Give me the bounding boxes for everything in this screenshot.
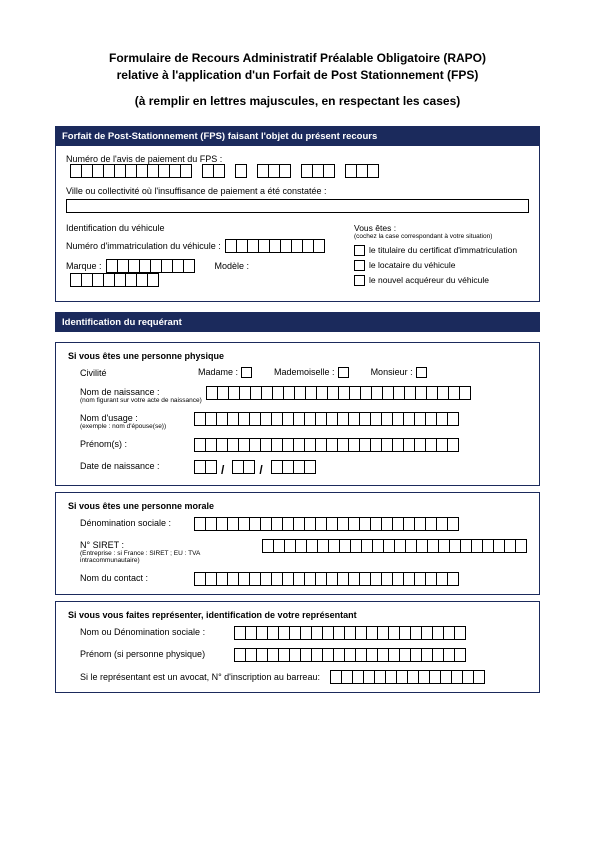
siret-boxes[interactable] — [262, 539, 527, 553]
sub-personne-physique: Si vous êtes une personne physique Civil… — [55, 342, 540, 486]
opt-acquereur[interactable]: le nouvel acquéreur du véhicule — [354, 275, 529, 286]
vous-etes-hint: (cochez la case correspondant à votre si… — [354, 233, 529, 240]
ville-field[interactable] — [66, 199, 529, 213]
num-avis-boxes[interactable] — [66, 164, 379, 180]
immat-label: Numéro d'immatriculation du véhicule : — [66, 241, 221, 251]
row-ville: Ville ou collectivité où l'insuffisance … — [66, 186, 529, 213]
vous-etes-label: Vous êtes : — [354, 223, 529, 233]
page-header: Formulaire de Recours Administratif Préa… — [55, 50, 540, 108]
subtitle: (à remplir en lettres majuscules, en res… — [55, 94, 540, 108]
denom-boxes[interactable] — [194, 517, 459, 531]
opt-locataire[interactable]: le locataire du véhicule — [354, 260, 529, 271]
row-num-avis: Numéro de l'avis de paiement du FPS : — [66, 154, 529, 180]
row-rep-barreau: Si le représentant est un avocat, N° d'i… — [80, 670, 527, 684]
modele-label: Modèle : — [215, 261, 250, 271]
modele-boxes[interactable] — [70, 273, 159, 287]
civ-monsieur[interactable]: Monsieur : — [371, 367, 427, 378]
ident-vehicule-title: Identification du véhicule — [66, 223, 334, 233]
denom-label: Dénomination sociale : — [80, 517, 190, 528]
checkbox-icon[interactable] — [354, 275, 365, 286]
nom-usage-hint: (exemple : nom d'épouse(se)) — [80, 423, 190, 430]
nom-naiss-boxes[interactable] — [206, 386, 471, 400]
nom-usage-boxes[interactable] — [194, 412, 459, 426]
rep-nom-label: Nom ou Dénomination sociale : — [80, 626, 230, 637]
sub-representant: Si vous vous faites représenter, identif… — [55, 601, 540, 693]
date-naiss-boxes[interactable]: // — [190, 460, 316, 477]
checkbox-icon[interactable] — [416, 367, 427, 378]
rep-barreau-label: Si le représentant est un avocat, N° d'i… — [80, 672, 320, 682]
siret-label: N° SIRET : — [80, 540, 258, 550]
immat-boxes[interactable] — [225, 239, 325, 253]
row-immat: Numéro d'immatriculation du véhicule : — [66, 239, 334, 253]
rep-nom-boxes[interactable] — [234, 626, 466, 640]
row-nom-naiss: Nom de naissance : (nom figurant sur vot… — [80, 386, 527, 404]
num-avis-label: Numéro de l'avis de paiement du FPS : — [66, 154, 222, 164]
civilite-label: Civilité — [80, 367, 190, 378]
nom-usage-label: Nom d'usage : — [80, 413, 190, 423]
nom-naiss-label: Nom de naissance : — [80, 387, 202, 397]
checkbox-icon[interactable] — [241, 367, 252, 378]
checkbox-icon[interactable] — [338, 367, 349, 378]
row-contact: Nom du contact : — [80, 572, 527, 586]
checkbox-icon[interactable] — [354, 245, 365, 256]
rep-prenom-label: Prénom (si personne physique) — [80, 648, 230, 659]
title-line2: relative à l'application d'un Forfait de… — [55, 67, 540, 84]
opt-titulaire[interactable]: le titulaire du certificat d'immatricula… — [354, 245, 529, 256]
title-line1: Formulaire de Recours Administratif Préa… — [55, 50, 540, 67]
pm-title: Si vous êtes une personne morale — [68, 501, 527, 511]
row-date-naiss: Date de naissance : // — [80, 460, 527, 477]
civ-madame[interactable]: Madame : — [198, 367, 252, 378]
vous-etes-block: Vous êtes : (cochez la case correspondan… — [354, 223, 529, 293]
siret-hint: (Entreprise : si France : SIRET ; EU : T… — [80, 550, 258, 564]
rep-title: Si vous vous faites représenter, identif… — [68, 610, 527, 620]
section-requerant-header: Identification du requérant — [56, 313, 539, 332]
marque-label: Marque : — [66, 261, 102, 271]
rep-barreau-boxes[interactable] — [330, 670, 485, 684]
row-denom: Dénomination sociale : — [80, 517, 527, 531]
date-naiss-label: Date de naissance : — [80, 460, 190, 471]
row-prenom: Prénom(s) : — [80, 438, 527, 452]
section-fps-header: Forfait de Post-Stationnement (FPS) fais… — [56, 127, 539, 146]
prenom-label: Prénom(s) : — [80, 438, 190, 449]
contact-boxes[interactable] — [194, 572, 459, 586]
row-rep-nom: Nom ou Dénomination sociale : — [80, 626, 527, 640]
row-marque-modele: Marque : Modèle : — [66, 259, 334, 287]
row-nom-usage: Nom d'usage : (exemple : nom d'épouse(se… — [80, 412, 527, 430]
marque-boxes[interactable] — [106, 259, 195, 273]
section-fps: Forfait de Post-Stationnement (FPS) fais… — [55, 126, 540, 302]
sub-personne-morale: Si vous êtes une personne morale Dénomin… — [55, 492, 540, 595]
nom-naiss-hint: (nom figurant sur votre acte de naissanc… — [80, 397, 202, 404]
ville-label: Ville ou collectivité où l'insuffisance … — [66, 186, 327, 196]
pp-title: Si vous êtes une personne physique — [68, 351, 527, 361]
row-rep-prenom: Prénom (si personne physique) — [80, 648, 527, 662]
row-siret: N° SIRET : (Entreprise : si France : SIR… — [80, 539, 527, 564]
checkbox-icon[interactable] — [354, 260, 365, 271]
row-civilite: Civilité Madame : Mademoiselle : Monsieu… — [80, 367, 527, 378]
rep-prenom-boxes[interactable] — [234, 648, 466, 662]
civ-mlle[interactable]: Mademoiselle : — [274, 367, 349, 378]
section-requerant: Identification du requérant — [55, 312, 540, 332]
prenom-boxes[interactable] — [194, 438, 459, 452]
contact-label: Nom du contact : — [80, 572, 190, 583]
